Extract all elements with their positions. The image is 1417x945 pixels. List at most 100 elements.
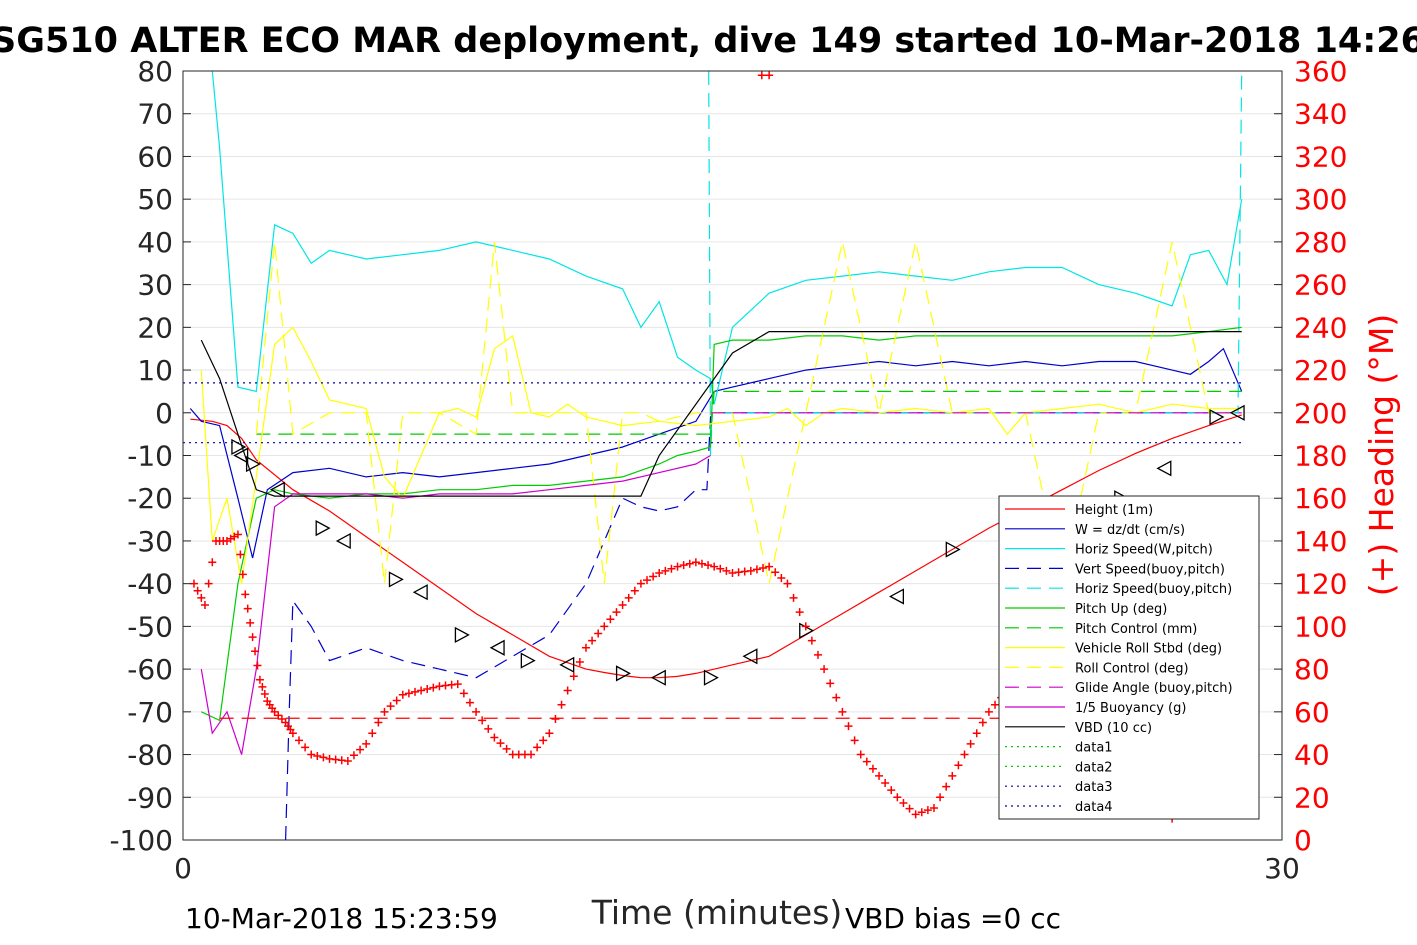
heading-point	[757, 71, 766, 80]
right-tick-label: 260	[1294, 269, 1347, 302]
heading-point	[313, 751, 322, 760]
left-tick-label: -40	[127, 568, 173, 601]
heading-point	[917, 808, 926, 817]
heading-point	[319, 753, 328, 762]
left-tick-label: -60	[127, 653, 173, 686]
legend-entry-label: Height (1m)	[1075, 503, 1153, 518]
heading-point	[453, 680, 462, 689]
series-line-5	[201, 326, 1242, 722]
legend-box	[998, 495, 1260, 820]
heading-point	[954, 761, 963, 770]
heading-point	[472, 707, 481, 716]
heading-point	[380, 707, 389, 716]
heading-point	[392, 696, 401, 705]
heading-point	[801, 622, 810, 631]
heading-point	[417, 686, 426, 695]
heading-point	[765, 562, 774, 571]
heading-point	[307, 750, 316, 759]
left-tick-label: -10	[127, 440, 173, 473]
left-tick-label: -20	[127, 482, 173, 515]
left-tick-label: 70	[137, 98, 173, 131]
height-triangle-marker	[269, 481, 285, 498]
right-tick-label: 300	[1294, 183, 1347, 216]
left-tick-label: -90	[127, 781, 173, 814]
heading-point	[241, 590, 250, 599]
heading-point	[875, 771, 884, 780]
heading-point	[636, 579, 645, 588]
heading-point	[649, 572, 658, 581]
heading-point	[398, 690, 407, 699]
heading-point	[197, 593, 206, 602]
height-triangle-marker	[703, 669, 719, 686]
left-tick-label: -70	[127, 696, 173, 729]
legend-entry-label: 1/5 Buoyancy (g)	[1075, 701, 1186, 716]
heading-point	[966, 739, 975, 748]
height-triangle-marker	[615, 665, 631, 682]
heading-point	[193, 586, 202, 595]
legend-entry-label: data4	[1075, 800, 1113, 815]
left-tick-label: -50	[127, 610, 173, 643]
heading-point	[362, 739, 371, 748]
right-tick-label: 160	[1294, 482, 1347, 515]
height-triangle-marker	[335, 532, 351, 550]
heading-point	[624, 593, 633, 602]
heading-point	[258, 682, 267, 691]
heading-point	[343, 756, 352, 765]
height-triangle-marker	[231, 438, 247, 456]
left-tick-label: -80	[127, 739, 173, 772]
heading-point	[557, 700, 566, 709]
heading-point	[277, 714, 286, 723]
heading-point	[465, 698, 474, 707]
right-tick-label: 20	[1294, 781, 1330, 814]
right-tick-label: 140	[1294, 525, 1347, 558]
heading-point	[936, 793, 945, 802]
height-triangle-marker	[559, 656, 575, 673]
right-tick-label: 180	[1294, 440, 1347, 473]
left-tick-label: -100	[109, 824, 173, 857]
left-tick-label: 30	[137, 269, 173, 302]
heading-point	[826, 679, 835, 688]
heading-point	[618, 601, 627, 610]
heading-point	[795, 608, 804, 617]
heading-point	[984, 707, 993, 716]
heading-point	[746, 566, 755, 575]
heading-point	[978, 718, 987, 727]
right-tick-label: 200	[1294, 397, 1347, 430]
heading-point	[253, 661, 262, 670]
legend-entry-label: data1	[1075, 741, 1113, 756]
heading-point	[667, 564, 676, 573]
height-triangle-marker	[1156, 460, 1172, 477]
heading-point	[942, 782, 951, 791]
heading-point	[881, 779, 890, 788]
height-triangle-marker	[233, 447, 249, 464]
heading-point	[527, 750, 536, 759]
heading-point	[189, 579, 198, 588]
heading-point	[661, 566, 670, 575]
heading-point	[899, 798, 908, 807]
heading-point	[208, 558, 217, 567]
heading-point	[893, 793, 902, 802]
height-triangle-marker	[454, 626, 470, 644]
left-tick-label: 50	[137, 183, 173, 216]
heading-point	[301, 743, 310, 752]
left-tick-label: 10	[137, 354, 173, 387]
height-triangle-marker	[742, 648, 758, 665]
heading-point	[606, 615, 615, 624]
x-axis-label: Time (minutes)	[591, 893, 843, 932]
left-tick-label: 0	[155, 397, 173, 430]
heading-point	[404, 689, 413, 698]
heading-point	[911, 810, 920, 819]
heading-point	[856, 750, 865, 759]
legend-entry-label: W = dz/dt (cm/s)	[1075, 523, 1185, 538]
height-triangle-marker	[945, 541, 961, 558]
heading-point	[630, 586, 639, 595]
legend-entry-label: Roll Control (deg)	[1075, 661, 1189, 676]
heading-point	[236, 550, 245, 559]
height-triangle-marker	[489, 639, 505, 656]
heading-point	[386, 702, 395, 711]
heading-point	[685, 559, 694, 568]
heading-point	[777, 573, 786, 582]
heading-point	[643, 576, 652, 585]
heading-point	[349, 751, 358, 760]
heading-point	[820, 665, 829, 674]
